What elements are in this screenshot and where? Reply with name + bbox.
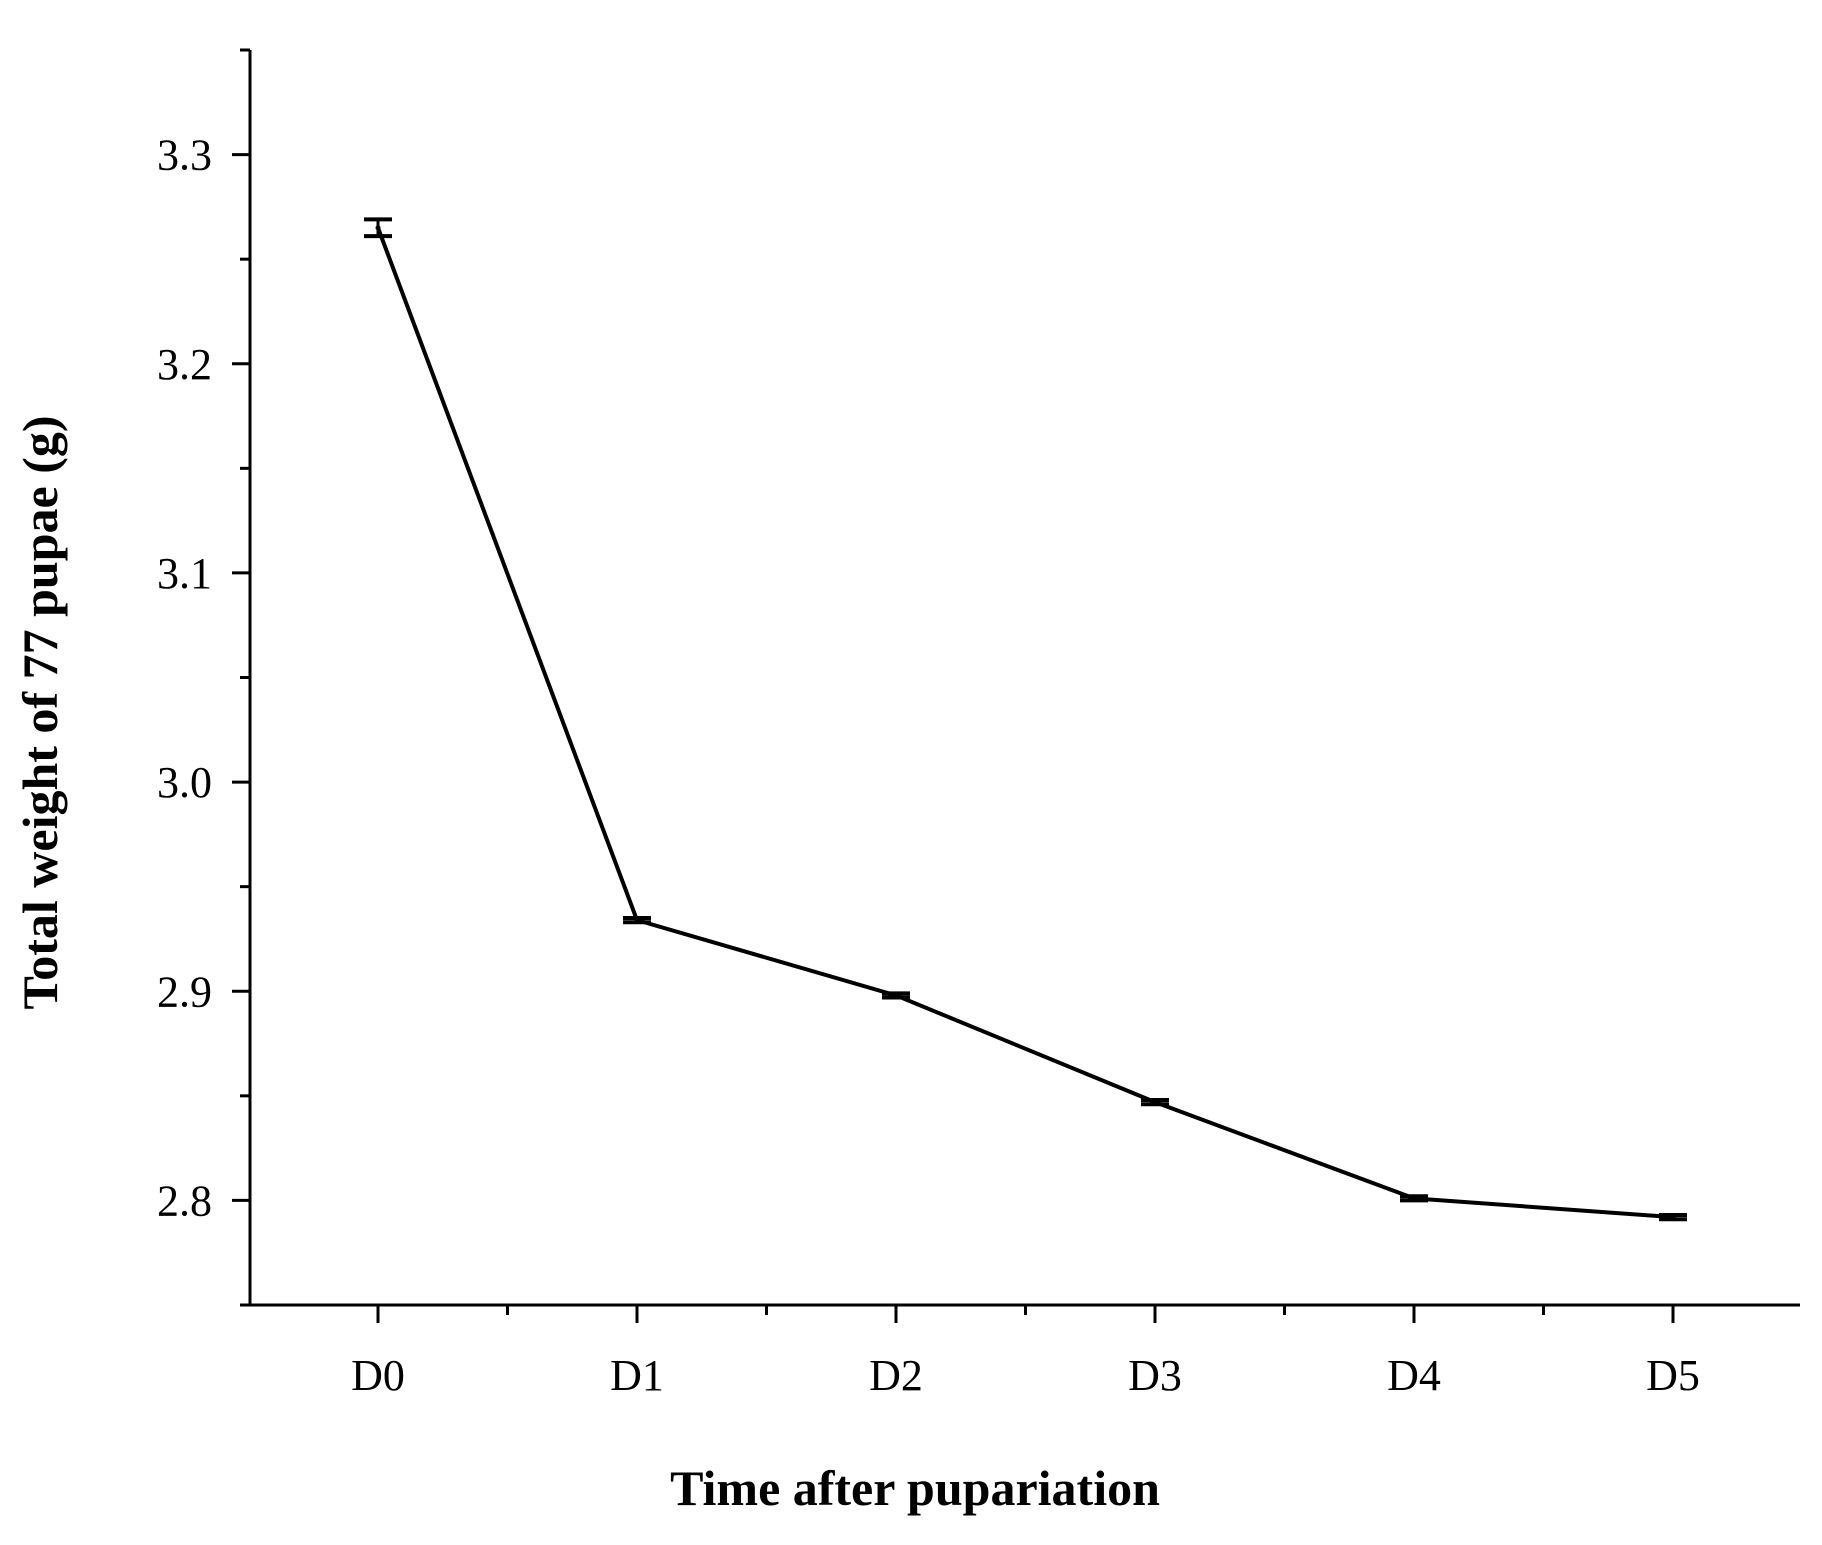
x-tick-label: D3 — [1128, 1351, 1182, 1400]
y-tick-label: 2.8 — [157, 1176, 212, 1225]
series-line — [376, 227, 1674, 1220]
y-tick-label: 3.3 — [157, 131, 212, 180]
data-point — [1411, 1195, 1417, 1201]
x-tick-label: D5 — [1646, 1351, 1700, 1400]
y-tick-label: 3.1 — [157, 549, 212, 598]
x-tick-label: D2 — [869, 1351, 923, 1400]
y-axis-title: Total weight of 77 pupae (g) — [12, 415, 68, 1009]
data-point — [375, 225, 381, 231]
y-tick-label: 3.0 — [157, 758, 212, 807]
x-axis-title: Time after pupariation — [670, 1460, 1160, 1516]
y-tick-label: 3.2 — [157, 340, 212, 389]
axes — [248, 50, 1800, 1307]
x-tick-label: D1 — [610, 1351, 664, 1400]
data-point — [634, 917, 640, 923]
data-point — [1152, 1099, 1158, 1105]
data-point — [1670, 1214, 1676, 1220]
y-tick-label: 2.9 — [157, 967, 212, 1016]
x-axis-ticks: D0 D1 D2 D3 D4 D5 — [351, 1305, 1700, 1400]
x-tick-label: D4 — [1387, 1351, 1441, 1400]
y-axis-ticks: 2.8 2.9 3.0 3.1 3.2 3.3 — [157, 48, 250, 1307]
data-point — [893, 992, 899, 998]
series-layer — [364, 217, 1687, 1222]
x-tick-label: D0 — [351, 1351, 405, 1400]
